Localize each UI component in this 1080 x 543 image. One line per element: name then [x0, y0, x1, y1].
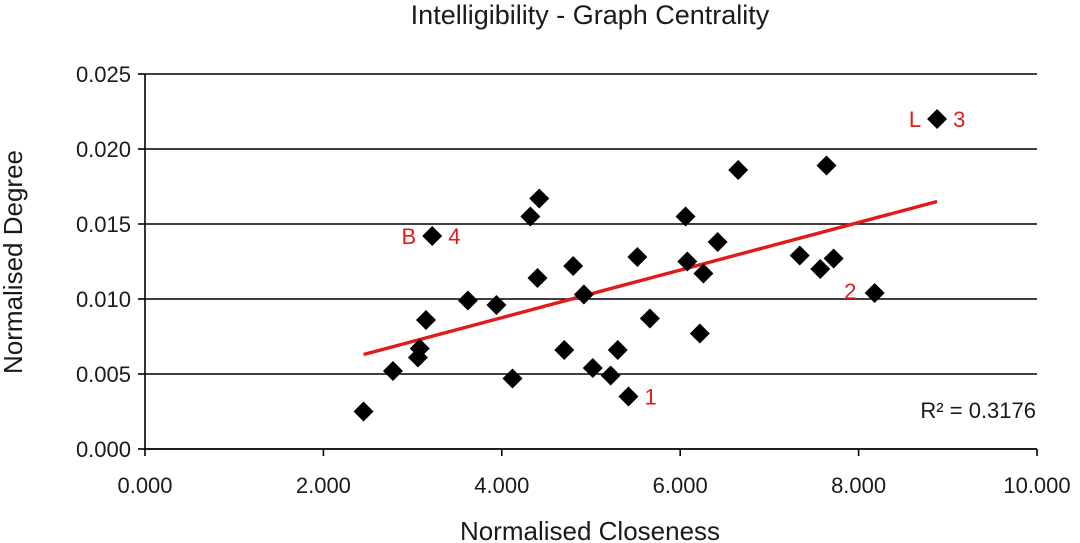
data-point-diamond: [789, 245, 810, 266]
r-squared-label: R² = 0.3176: [920, 398, 1036, 423]
point-annotation: 2: [844, 279, 856, 304]
data-point-diamond: [457, 290, 478, 311]
data-point-diamond: [707, 232, 728, 252]
data-point-diamond: [864, 283, 885, 303]
trendline: [363, 199, 938, 357]
gridlines: [138, 73, 1037, 450]
data-point-diamond: [573, 284, 594, 305]
data-point-diamond: [382, 361, 403, 381]
x-tick-label: 6.000: [653, 473, 708, 498]
data-point-diamond: [582, 358, 603, 378]
chart-title: Intelligibility - Graph Centrality: [411, 0, 770, 30]
data-point-diamond: [353, 401, 374, 422]
point-annotation: 3: [953, 107, 965, 132]
x-tick-label: 0.000: [117, 473, 172, 498]
y-tick-labels: 0.000 0.005 0.010 0.015 0.020 0.025: [76, 62, 131, 462]
data-point-diamond: [529, 188, 550, 209]
point-annotation: B: [402, 224, 417, 249]
data-point-diamond: [639, 308, 660, 329]
point-annotation: L: [909, 107, 921, 132]
axes: [144, 74, 1038, 456]
x-tick-label: 4.000: [474, 473, 529, 498]
data-point-diamond: [563, 256, 584, 276]
y-tick-label: 0.015: [76, 212, 131, 237]
y-tick-label: 0.000: [76, 437, 131, 462]
data-point-diamond: [693, 263, 714, 284]
data-point-diamond: [675, 206, 696, 227]
x-tick-label: 10.000: [1003, 473, 1070, 498]
x-axis-title: Normalised Closeness: [460, 516, 720, 543]
data-point-diamond: [823, 248, 844, 269]
data-point-diamond: [422, 226, 443, 246]
data-point-diamond: [554, 340, 575, 360]
y-axis-title: Normalised Degree: [0, 150, 28, 374]
y-tick-label: 0.020: [76, 137, 131, 162]
data-point-diamond: [415, 310, 436, 330]
data-point-diamond: [927, 109, 948, 129]
data-point-diamond: [627, 247, 648, 267]
data-point-diamond: [520, 206, 541, 227]
data-point-diamond: [409, 338, 430, 359]
point-annotation: 1: [644, 385, 656, 410]
x-tick-labels: 0.000 2.000 4.000 6.000 8.000 10.000: [117, 473, 1070, 498]
data-point-diamond: [677, 251, 698, 272]
y-tick-label: 0.005: [76, 362, 131, 387]
y-tick-label: 0.025: [76, 62, 131, 87]
data-point-diamond: [502, 368, 523, 389]
data-point-diamond: [618, 386, 639, 407]
data-point-diamond: [689, 323, 710, 344]
data-points: [353, 109, 948, 422]
point-annotation: 4: [448, 224, 460, 249]
x-tick-label: 8.000: [831, 473, 886, 498]
data-point-diamond: [607, 340, 628, 360]
annotations: L 3 B 4 1 2: [402, 107, 966, 410]
x-tick-label: 2.000: [296, 473, 351, 498]
data-point-diamond: [527, 268, 548, 288]
data-point-diamond: [728, 160, 749, 180]
data-point-diamond: [810, 259, 831, 279]
data-point-diamond: [816, 155, 837, 176]
y-tick-label: 0.010: [76, 287, 131, 312]
data-point-diamond: [600, 365, 621, 386]
trendline-group: [363, 199, 938, 357]
data-point-diamond: [486, 295, 507, 315]
